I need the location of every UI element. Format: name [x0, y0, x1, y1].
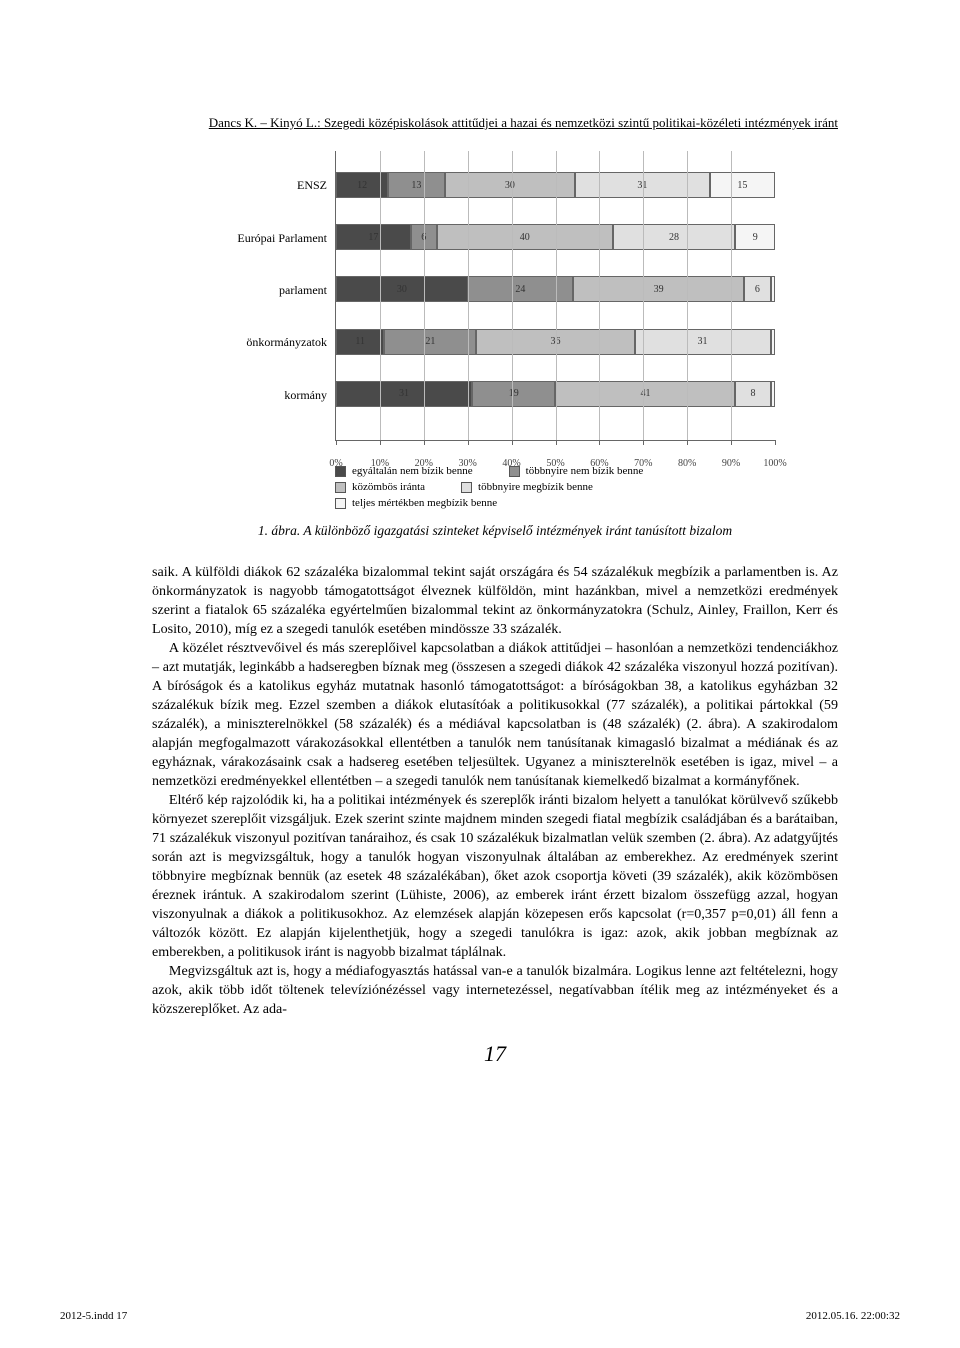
x-tick-label: 30%: [454, 458, 482, 469]
footer-left: 2012-5.indd 17: [60, 1310, 127, 1322]
legend-swatch-icon: [335, 498, 346, 509]
chart-bar-segment: 6: [744, 276, 770, 302]
chart-bar-segment: 30: [336, 276, 468, 302]
chart-category-label: kormány: [215, 382, 327, 408]
page: Dancs K. – Kinyó L.: Szegedi középiskolá…: [0, 0, 960, 1348]
paragraph: saik. A külföldi diákok 62 százaléka biz…: [152, 563, 838, 639]
chart-bar-segment: 41: [555, 381, 735, 407]
chart-bar-segment: 31: [336, 381, 472, 407]
chart-bar-segment: [771, 276, 775, 302]
chart-bar-segment: 11: [336, 329, 384, 355]
chart-bar-segment: 28: [613, 224, 736, 250]
paragraph: A közélet résztvevőivel és más szereplői…: [152, 639, 838, 791]
chart-bar-segment: [771, 381, 775, 407]
chart-plot-area: 1213303115176402893024396112136313119418…: [335, 151, 775, 441]
chart-bar-segment: 9: [735, 224, 775, 250]
chart-bar-segment: 24: [468, 276, 573, 302]
x-tick-label: 10%: [366, 458, 394, 469]
legend-item: többnyire megbízik benne: [461, 481, 593, 493]
x-tick-label: 0%: [322, 458, 350, 469]
running-header: Dancs K. – Kinyó L.: Szegedi középiskolá…: [152, 115, 838, 131]
x-tick-label: 80%: [673, 458, 701, 469]
body-text: saik. A külföldi diákok 62 százaléka biz…: [152, 563, 838, 1019]
x-tick-label: 90%: [717, 458, 745, 469]
x-tick-label: 50%: [542, 458, 570, 469]
figure-caption: 1. ábra. A különböző igazgatási szinteke…: [152, 523, 838, 539]
chart-bar-segment: 17: [336, 224, 411, 250]
chart-bar-segment: 31: [635, 329, 771, 355]
page-number: 17: [152, 1041, 838, 1067]
x-tick-label: 70%: [629, 458, 657, 469]
x-tick-label: 100%: [761, 458, 789, 469]
chart-bar-segment: 8: [735, 381, 770, 407]
chart-category-label: ENSZ: [215, 172, 327, 198]
legend-label: többnyire megbízik benne: [478, 481, 593, 493]
paragraph: Megvizsgáltuk azt is, hogy a médiafogyas…: [152, 962, 838, 1019]
chart-category-label: parlament: [215, 277, 327, 303]
legend-swatch-icon: [461, 482, 472, 493]
chart-category-label: önkormányzatok: [215, 329, 327, 355]
chart-bar-segment: 13: [388, 172, 445, 198]
legend-label: teljes mértékben megbízik benne: [352, 497, 497, 509]
chart-category-label: Európai Parlament: [215, 225, 327, 251]
chart-bar-segment: 19: [472, 381, 555, 407]
x-tick-label: 20%: [410, 458, 438, 469]
chart-bar-segment: 15: [710, 172, 775, 198]
legend-swatch-icon: [335, 482, 346, 493]
print-footer: 2012-5.indd 17 2012.05.16. 22:00:32: [60, 1310, 900, 1322]
legend-item: közömbös iránta: [335, 481, 425, 493]
x-tick-label: 60%: [585, 458, 613, 469]
chart-category-labels: ENSZ Európai Parlament parlament önkormányz…: [215, 151, 335, 441]
trust-chart: ENSZ Európai Parlament parlament önkormányz…: [215, 151, 775, 509]
chart-legend: egyáltalán nem bízik benne többnyire nem …: [335, 465, 775, 509]
x-tick-label: 40%: [498, 458, 526, 469]
legend-item: egyáltalán nem bízik benne: [335, 465, 473, 477]
footer-right: 2012.05.16. 22:00:32: [806, 1310, 900, 1322]
chart-bar-segment: [771, 329, 775, 355]
chart-bar-segment: 21: [384, 329, 476, 355]
chart-bar-segment: 40: [437, 224, 613, 250]
paragraph: Eltérő kép rajzolódik ki, ha a politikai…: [152, 791, 838, 962]
legend-item: többnyire nem bízik benne: [509, 465, 644, 477]
legend-item: teljes mértékben megbízik benne: [335, 497, 497, 509]
legend-label: közömbös iránta: [352, 481, 425, 493]
